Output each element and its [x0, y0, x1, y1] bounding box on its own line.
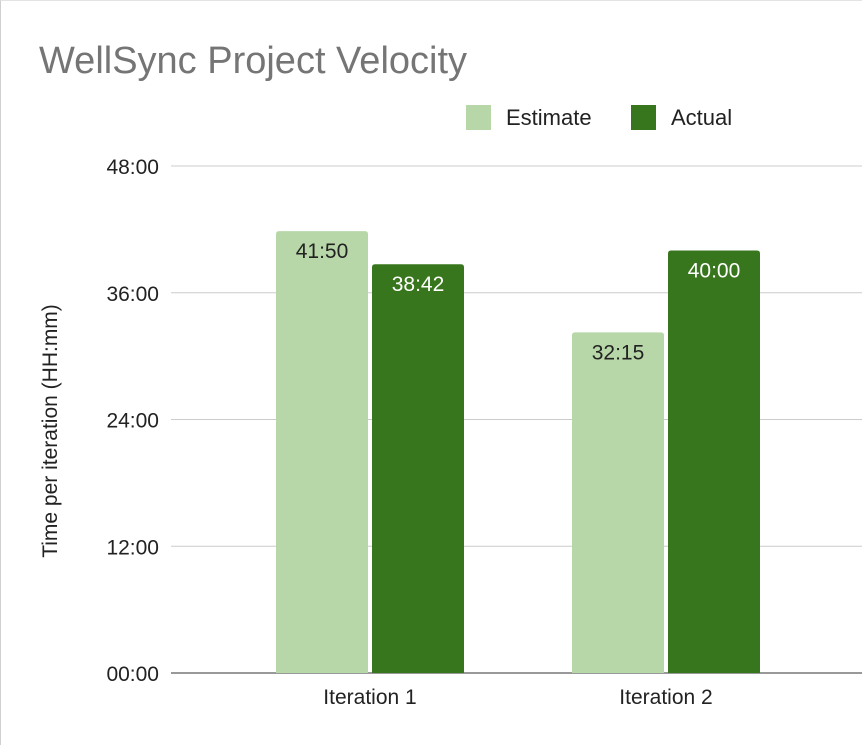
bar-actual-1: [372, 264, 464, 673]
y-tick-label: 36:00: [106, 283, 159, 306]
data-label-actual-2: 40:00: [688, 260, 741, 283]
chart-title: WellSync Project Velocity: [39, 40, 467, 82]
y-tick-label: 48:00: [106, 156, 159, 179]
y-tick-label: 12:00: [106, 536, 159, 559]
data-label-estimate-2: 32:15: [592, 341, 645, 364]
data-label-actual-1: 38:42: [392, 273, 445, 296]
legend: Estimate Actual: [466, 105, 732, 130]
legend-label-actual: Actual: [671, 105, 732, 130]
data-label-estimate-1: 41:50: [296, 240, 349, 263]
y-axis-ticks: 00:00 12:00 24:00 36:00 48:00: [106, 156, 159, 686]
y-tick-label: 24:00: [106, 410, 159, 433]
bar-estimate-2: [572, 332, 664, 673]
y-axis-label: Time per iteration (HH:mm): [39, 304, 62, 558]
bar-estimate-1: [276, 231, 368, 674]
legend-swatch-actual: [631, 105, 656, 130]
bar-actual-2: [668, 250, 760, 673]
legend-label-estimate: Estimate: [506, 105, 592, 130]
x-tick-label: Iteration 1: [323, 686, 416, 709]
x-axis-ticks: Iteration 1 Iteration 2: [323, 686, 712, 709]
y-tick-label: 00:00: [106, 663, 159, 686]
x-tick-label: Iteration 2: [619, 686, 712, 709]
legend-swatch-estimate: [466, 105, 491, 130]
bars: 41:50 38:42 32:15 40:00: [276, 231, 760, 674]
